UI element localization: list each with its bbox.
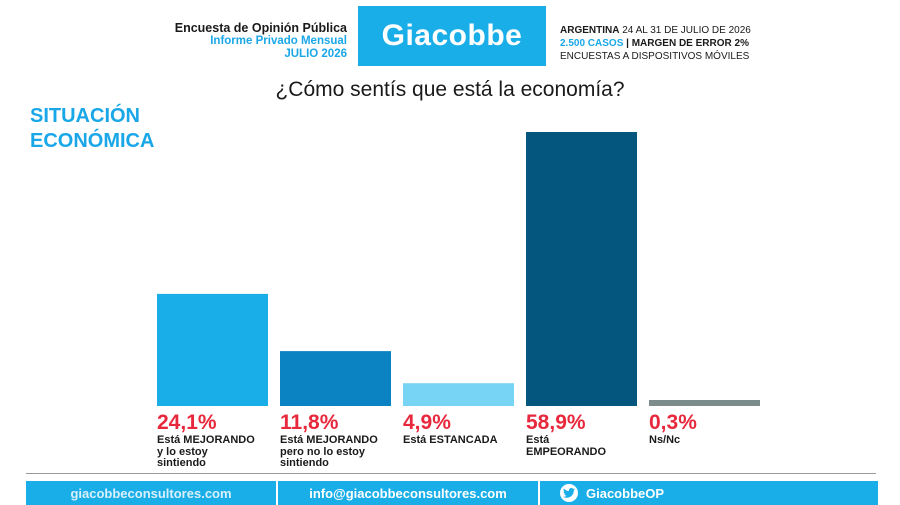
- chart-title: ¿Cómo sentís que está la economía?: [275, 78, 625, 101]
- section-title: SITUACIÓN ECONÓMICA: [30, 104, 154, 154]
- email-link[interactable]: info@giacobbeconsultores.com: [309, 485, 507, 501]
- survey-dates: 24 AL 31 DE JULIO DE 2026: [619, 25, 751, 36]
- report-header-right: ARGENTINA 24 AL 31 DE JULIO DE 2026 2.50…: [560, 24, 751, 63]
- cases-count: 2.500 CASOS: [560, 38, 624, 49]
- twitter-handle: GiacobbeOP: [586, 485, 665, 501]
- brand-logo: Giacobbe: [358, 6, 546, 66]
- footer-separator: [276, 481, 278, 505]
- section-title-line1: SITUACIÓN: [30, 105, 140, 127]
- bar-3: [403, 383, 514, 406]
- footer-separator: [538, 481, 540, 505]
- footer-bar: giacobbeconsultores.com info@giacobbecon…: [26, 481, 878, 505]
- report-type: Informe Privado Mensual: [210, 35, 347, 47]
- report-header-left: Encuesta de Opinión Pública Informe Priv…: [175, 22, 347, 61]
- survey-title: Encuesta de Opinión Pública: [174, 21, 347, 35]
- section-title-line2: ECONÓMICA: [30, 130, 155, 152]
- error-margin: | MARGEN DE ERROR 2%: [623, 38, 749, 49]
- survey-method: ENCUESTAS A DISPOSITIVOS MÓVILES: [560, 51, 750, 62]
- bar-1: [157, 293, 268, 406]
- country: ARGENTINA: [560, 25, 620, 36]
- footer-divider: [26, 473, 876, 474]
- bar-5: [649, 400, 760, 406]
- twitter-bird-icon: [560, 484, 578, 502]
- report-month: JULIO 2026: [284, 48, 347, 60]
- bar-4: [526, 132, 637, 406]
- twitter-link[interactable]: GiacobbeOP: [540, 484, 664, 502]
- bar-2: [280, 351, 391, 406]
- website-link[interactable]: giacobbeconsultores.com: [70, 485, 232, 501]
